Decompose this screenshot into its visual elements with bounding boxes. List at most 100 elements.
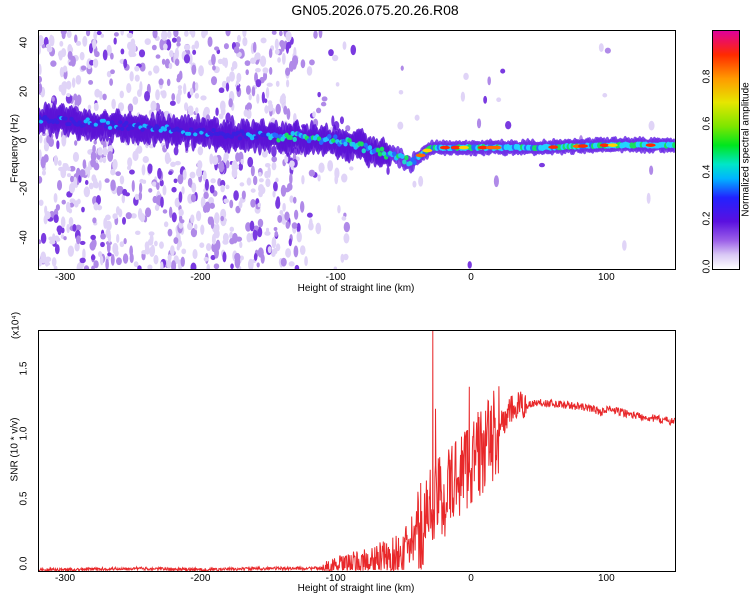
- noise-cell: [234, 256, 241, 269]
- noise-cell: [125, 212, 132, 220]
- noise-cell: [215, 239, 221, 251]
- noise-cell: [147, 238, 154, 246]
- noise-cell: [272, 190, 276, 198]
- noise-cell: [294, 264, 300, 269]
- noise-cell: [467, 261, 472, 269]
- noise-cell: [200, 224, 205, 235]
- noise-cell: [182, 169, 187, 181]
- ridge-peak: [607, 143, 618, 147]
- noise-cell: [173, 178, 178, 184]
- noise-cell: [53, 155, 59, 166]
- noise-cell: [255, 79, 262, 88]
- colorbar-tick: 0.6: [701, 116, 713, 131]
- noise-cell: [289, 195, 294, 203]
- noise-cell: [259, 55, 267, 67]
- noise-cell: [269, 66, 273, 75]
- snr-y-tick: 0.0: [18, 556, 30, 571]
- noise-cell: [70, 55, 76, 67]
- noise-cell: [328, 49, 334, 57]
- noise-cell: [333, 266, 338, 269]
- noise-cell: [229, 226, 235, 232]
- noise-cell: [43, 214, 48, 225]
- snr-y-label: SNR (10 * v/v): [9, 417, 21, 482]
- noise-cell: [167, 228, 173, 237]
- noise-cell: [304, 255, 308, 267]
- noise-cell: [238, 163, 243, 171]
- noise-cell: [74, 96, 80, 108]
- noise-cell: [100, 233, 106, 240]
- noise-cell: [126, 32, 133, 39]
- noise-cell: [162, 209, 168, 214]
- noise-cell: [161, 58, 166, 65]
- noise-cell: [176, 42, 181, 47]
- noise-cell: [213, 263, 220, 269]
- noise-cell: [97, 147, 104, 156]
- noise-cell: [162, 43, 168, 51]
- noise-cell: [268, 102, 274, 112]
- noise-cell: [171, 212, 177, 223]
- noise-cell: [275, 80, 280, 87]
- snr-x-tick: 0: [468, 573, 474, 584]
- noise-cell: [49, 239, 56, 245]
- noise-cell: [335, 82, 340, 87]
- spectrogram-y-label: Frequency (Hz): [9, 114, 21, 183]
- noise-cell: [210, 217, 215, 229]
- noise-cell: [102, 93, 107, 101]
- noise-cell: [316, 107, 322, 114]
- noise-cell: [129, 71, 134, 82]
- noise-cell: [476, 118, 482, 129]
- noise-cell: [204, 178, 209, 191]
- noise-cell: [222, 251, 227, 263]
- noise-cell: [162, 185, 167, 196]
- noise-cell: [230, 66, 235, 72]
- noise-cell: [288, 160, 295, 168]
- noise-cell: [263, 98, 268, 104]
- ridge-core: [126, 126, 131, 131]
- noise-cell: [282, 202, 286, 212]
- ridge-core: [402, 159, 407, 165]
- noise-cell: [239, 182, 245, 187]
- noise-cell: [148, 70, 152, 76]
- spectrogram-y-tick: 40: [18, 37, 30, 49]
- noise-cell: [122, 253, 129, 264]
- noise-cell: [150, 100, 157, 112]
- noise-cell: [284, 154, 289, 164]
- noise-cell: [292, 196, 297, 204]
- noise-cell: [386, 166, 390, 176]
- noise-cell: [75, 40, 82, 46]
- noise-cell: [126, 165, 131, 171]
- noise-cell: [63, 236, 67, 241]
- noise-cell: [243, 109, 249, 117]
- noise-cell: [199, 242, 205, 249]
- noise-cell: [202, 170, 207, 182]
- noise-cell: [225, 184, 230, 190]
- noise-cell: [245, 85, 251, 95]
- noise-cell: [288, 261, 295, 267]
- ridge-core: [124, 120, 129, 125]
- noise-cell: [191, 182, 197, 193]
- ridge-core: [253, 135, 259, 140]
- noise-cell: [74, 34, 78, 44]
- noise-cell: [257, 202, 262, 208]
- noise-cell: [39, 63, 42, 71]
- noise-cell: [39, 149, 42, 162]
- noise-cell: [88, 182, 94, 190]
- noise-cell: [313, 31, 318, 39]
- noise-cell: [181, 248, 187, 255]
- noise-cell: [320, 101, 327, 107]
- noise-cell: [232, 232, 238, 244]
- noise-cell: [183, 83, 187, 95]
- noise-cell: [187, 222, 193, 231]
- noise-cell: [66, 31, 72, 39]
- noise-cell: [130, 52, 137, 58]
- noise-cell: [152, 31, 158, 39]
- noise-cell: [286, 108, 291, 120]
- noise-cell: [79, 240, 86, 245]
- noise-cell: [257, 247, 264, 258]
- ridge-core: [276, 137, 281, 143]
- noise-cell: [209, 184, 215, 194]
- noise-cell: [649, 165, 654, 176]
- noise-cell: [331, 115, 335, 127]
- noise-cell: [148, 188, 153, 193]
- noise-cell: [257, 226, 263, 238]
